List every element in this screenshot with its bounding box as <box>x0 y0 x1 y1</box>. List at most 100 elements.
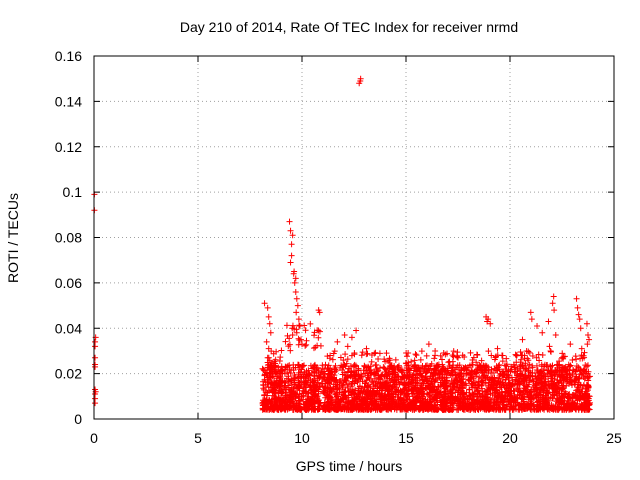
data-point <box>499 358 506 365</box>
data-point <box>557 373 564 380</box>
data-point <box>284 369 291 376</box>
data-point <box>536 389 543 396</box>
data-point <box>450 348 457 355</box>
data-point <box>291 268 298 275</box>
data-point <box>329 356 336 363</box>
x-tick-label: 25 <box>606 430 622 446</box>
data-point <box>325 379 332 386</box>
data-point <box>533 362 540 369</box>
data-point <box>386 389 393 396</box>
data-point <box>515 402 522 409</box>
data-point <box>440 350 447 357</box>
data-point <box>566 363 573 370</box>
data-point <box>385 388 392 395</box>
data-point <box>520 381 527 388</box>
data-point <box>367 363 374 370</box>
data-point <box>295 341 302 348</box>
data-point <box>580 367 587 374</box>
data-point <box>289 232 296 239</box>
data-point <box>556 367 563 374</box>
data-point <box>406 404 413 411</box>
data-point <box>403 396 410 403</box>
data-point <box>543 394 550 401</box>
data-point <box>324 353 331 360</box>
data-point <box>417 390 424 397</box>
data-point <box>539 351 546 358</box>
x-tick-label: 10 <box>294 430 310 446</box>
data-point <box>520 398 527 405</box>
data-point <box>521 372 528 379</box>
x-tick-label: 5 <box>194 430 202 446</box>
data-point <box>512 351 519 358</box>
data-point <box>572 373 579 380</box>
data-point <box>511 364 518 371</box>
data-point <box>390 390 397 397</box>
y-tick-label: 0.16 <box>55 48 82 64</box>
data-point <box>434 392 441 399</box>
y-axis-label: ROTI / TECUs <box>5 193 21 283</box>
data-point <box>546 343 553 350</box>
data-point <box>438 402 445 409</box>
data-point <box>268 396 275 403</box>
data-point <box>296 337 303 344</box>
data-point <box>266 320 273 327</box>
data-point <box>422 384 429 391</box>
data-point <box>286 362 293 369</box>
data-point <box>544 388 551 395</box>
data-point <box>283 322 290 329</box>
data-point <box>463 364 470 371</box>
data-point <box>335 396 342 403</box>
data-point <box>354 378 361 385</box>
data-point <box>447 371 454 378</box>
data-point <box>261 400 268 407</box>
data-point <box>377 364 384 371</box>
data-point <box>381 391 388 398</box>
data-point <box>311 364 318 371</box>
data-point <box>446 406 453 413</box>
data-point <box>578 345 585 352</box>
data-point <box>471 406 478 413</box>
data-point <box>572 368 579 375</box>
data-point <box>434 383 441 390</box>
data-point <box>418 372 425 379</box>
data-point <box>425 382 432 389</box>
data-point <box>559 382 566 389</box>
data-point <box>321 374 328 381</box>
data-point <box>581 354 588 361</box>
data-point <box>348 334 355 341</box>
data-point <box>444 398 451 405</box>
data-point <box>299 363 306 370</box>
data-point <box>292 364 299 371</box>
data-point <box>341 394 348 401</box>
data-point <box>344 368 351 375</box>
data-point <box>376 391 383 398</box>
data-point <box>549 375 556 382</box>
data-point <box>481 387 488 394</box>
data-point <box>525 365 532 372</box>
data-point <box>560 379 567 386</box>
data-point <box>532 373 539 380</box>
data-point <box>450 353 457 360</box>
data-point <box>449 367 456 374</box>
data-point <box>465 392 472 399</box>
data-point <box>519 336 526 343</box>
data-point <box>501 406 508 413</box>
data-point <box>526 376 533 383</box>
data-point <box>570 391 577 398</box>
data-point <box>474 369 480 376</box>
data-point <box>427 398 434 405</box>
data-point <box>285 343 292 350</box>
data-point <box>472 384 479 391</box>
data-point <box>316 309 323 316</box>
data-point <box>564 394 571 401</box>
data-point <box>311 399 318 406</box>
data-point <box>383 350 390 357</box>
data-point <box>324 392 331 399</box>
data-point <box>554 361 561 368</box>
data-point <box>325 362 332 369</box>
data-point <box>392 356 399 363</box>
data-point <box>293 295 300 302</box>
data-point <box>265 354 272 361</box>
data-point <box>583 370 590 377</box>
data-point <box>321 389 328 396</box>
